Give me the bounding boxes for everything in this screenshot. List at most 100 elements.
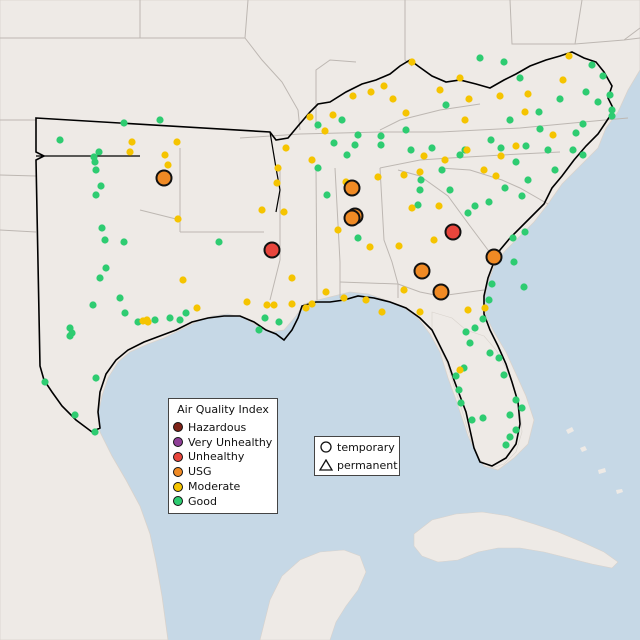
moderate-monitor-marker[interactable] (456, 74, 464, 82)
good-monitor-marker[interactable] (182, 309, 190, 317)
moderate-monitor-marker[interactable] (416, 168, 424, 176)
usg-monitor-marker[interactable] (485, 248, 503, 266)
good-monitor-marker[interactable] (56, 136, 64, 144)
good-monitor-marker[interactable] (544, 146, 552, 154)
good-monitor-marker[interactable] (512, 396, 520, 404)
good-monitor-marker[interactable] (428, 144, 436, 152)
moderate-monitor-marker[interactable] (395, 242, 403, 250)
good-monitor-marker[interactable] (476, 54, 484, 62)
moderate-monitor-marker[interactable] (389, 95, 397, 103)
good-monitor-marker[interactable] (68, 329, 76, 337)
good-monitor-marker[interactable] (416, 186, 424, 194)
good-monitor-marker[interactable] (96, 274, 104, 282)
good-monitor-marker[interactable] (98, 224, 106, 232)
good-monitor-marker[interactable] (506, 411, 514, 419)
moderate-monitor-marker[interactable] (128, 138, 136, 146)
moderate-monitor-marker[interactable] (416, 308, 424, 316)
good-monitor-marker[interactable] (608, 112, 616, 120)
unhealthy-monitor-marker[interactable] (444, 223, 462, 241)
good-monitor-marker[interactable] (506, 116, 514, 124)
good-monitor-marker[interactable] (606, 91, 614, 99)
good-monitor-marker[interactable] (402, 126, 410, 134)
moderate-monitor-marker[interactable] (179, 276, 187, 284)
moderate-monitor-marker[interactable] (280, 208, 288, 216)
moderate-monitor-marker[interactable] (559, 76, 567, 84)
good-monitor-marker[interactable] (452, 372, 460, 380)
moderate-monitor-marker[interactable] (334, 226, 342, 234)
moderate-monitor-marker[interactable] (243, 298, 251, 306)
good-monitor-marker[interactable] (407, 146, 415, 154)
moderate-monitor-marker[interactable] (161, 151, 169, 159)
good-monitor-marker[interactable] (215, 238, 223, 246)
moderate-monitor-marker[interactable] (400, 171, 408, 179)
unhealthy-monitor-marker[interactable] (263, 241, 281, 259)
good-monitor-marker[interactable] (456, 151, 464, 159)
good-monitor-marker[interactable] (471, 202, 479, 210)
good-monitor-marker[interactable] (462, 328, 470, 336)
moderate-monitor-marker[interactable] (402, 109, 410, 117)
good-monitor-marker[interactable] (579, 120, 587, 128)
moderate-monitor-marker[interactable] (273, 179, 281, 187)
good-monitor-marker[interactable] (102, 264, 110, 272)
good-monitor-marker[interactable] (500, 58, 508, 66)
good-monitor-marker[interactable] (255, 326, 263, 334)
moderate-monitor-marker[interactable] (436, 86, 444, 94)
good-monitor-marker[interactable] (330, 139, 338, 147)
good-monitor-marker[interactable] (275, 318, 283, 326)
good-monitor-marker[interactable] (377, 132, 385, 140)
moderate-monitor-marker[interactable] (408, 58, 416, 66)
good-monitor-marker[interactable] (91, 428, 99, 436)
good-monitor-marker[interactable] (343, 151, 351, 159)
good-monitor-marker[interactable] (101, 236, 109, 244)
moderate-monitor-marker[interactable] (308, 156, 316, 164)
good-monitor-marker[interactable] (314, 164, 322, 172)
moderate-monitor-marker[interactable] (308, 300, 316, 308)
moderate-monitor-marker[interactable] (549, 131, 557, 139)
good-monitor-marker[interactable] (551, 166, 559, 174)
good-monitor-marker[interactable] (261, 314, 269, 322)
moderate-monitor-marker[interactable] (464, 306, 472, 314)
moderate-monitor-marker[interactable] (374, 173, 382, 181)
moderate-monitor-marker[interactable] (420, 152, 428, 160)
moderate-monitor-marker[interactable] (126, 148, 134, 156)
moderate-monitor-marker[interactable] (173, 138, 181, 146)
good-monitor-marker[interactable] (89, 301, 97, 309)
good-monitor-marker[interactable] (417, 176, 425, 184)
moderate-monitor-marker[interactable] (456, 366, 464, 374)
good-monitor-marker[interactable] (71, 411, 79, 419)
usg-monitor-marker[interactable] (155, 169, 173, 187)
good-monitor-marker[interactable] (579, 151, 587, 159)
good-monitor-marker[interactable] (95, 148, 103, 156)
moderate-monitor-marker[interactable] (322, 288, 330, 296)
moderate-monitor-marker[interactable] (362, 296, 370, 304)
moderate-monitor-marker[interactable] (302, 304, 310, 312)
good-monitor-marker[interactable] (486, 349, 494, 357)
moderate-monitor-marker[interactable] (408, 204, 416, 212)
moderate-monitor-marker[interactable] (367, 88, 375, 96)
good-monitor-marker[interactable] (506, 433, 514, 441)
good-monitor-marker[interactable] (457, 399, 465, 407)
good-monitor-marker[interactable] (608, 106, 616, 114)
good-monitor-marker[interactable] (92, 166, 100, 174)
moderate-monitor-marker[interactable] (435, 202, 443, 210)
good-monitor-marker[interactable] (91, 158, 99, 166)
moderate-monitor-marker[interactable] (321, 127, 329, 135)
good-monitor-marker[interactable] (479, 315, 487, 323)
moderate-monitor-marker[interactable] (329, 111, 337, 119)
good-monitor-marker[interactable] (569, 146, 577, 154)
good-monitor-marker[interactable] (120, 119, 128, 127)
good-monitor-marker[interactable] (338, 116, 346, 124)
moderate-monitor-marker[interactable] (565, 52, 573, 60)
good-monitor-marker[interactable] (354, 234, 362, 242)
good-monitor-marker[interactable] (495, 354, 503, 362)
good-monitor-marker[interactable] (41, 378, 49, 386)
moderate-monitor-marker[interactable] (497, 152, 505, 160)
good-monitor-marker[interactable] (512, 426, 520, 434)
good-monitor-marker[interactable] (471, 324, 479, 332)
good-monitor-marker[interactable] (314, 121, 322, 129)
good-monitor-marker[interactable] (520, 283, 528, 291)
moderate-monitor-marker[interactable] (139, 317, 147, 325)
good-monitor-marker[interactable] (92, 191, 100, 199)
good-monitor-marker[interactable] (414, 201, 422, 209)
